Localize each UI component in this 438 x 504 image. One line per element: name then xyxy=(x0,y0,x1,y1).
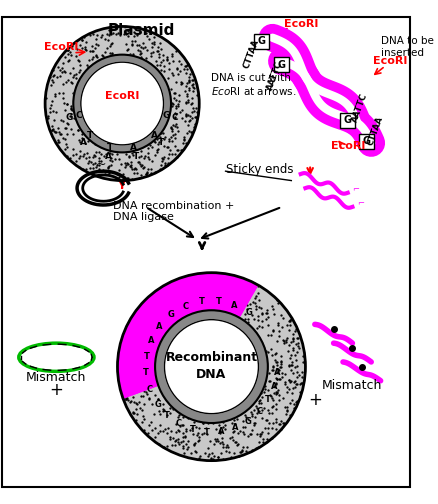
Text: EcoRI: EcoRI xyxy=(44,42,78,52)
Text: G: G xyxy=(154,400,161,409)
Text: T: T xyxy=(215,297,221,306)
Text: A: A xyxy=(271,382,277,391)
Text: DNA is cut with
$\it{Eco}$RI at arrows.: DNA is cut with $\it{Eco}$RI at arrows. xyxy=(212,73,297,97)
Text: ⌐: ⌐ xyxy=(353,186,360,195)
Text: G: G xyxy=(245,417,252,426)
Text: A: A xyxy=(231,300,238,309)
Text: A: A xyxy=(105,152,112,161)
Text: T: T xyxy=(204,428,210,437)
Text: Mismatch: Mismatch xyxy=(26,371,87,385)
Text: T: T xyxy=(87,131,93,140)
Text: T: T xyxy=(164,411,170,420)
Circle shape xyxy=(164,320,258,414)
Text: G: G xyxy=(257,36,265,46)
Text: DNA recombination +
DNA ligase: DNA recombination + DNA ligase xyxy=(113,201,234,222)
Text: Mismatch: Mismatch xyxy=(322,379,383,392)
Text: T: T xyxy=(143,368,149,377)
Text: T: T xyxy=(265,396,271,405)
Text: A: A xyxy=(148,336,154,345)
Text: G: G xyxy=(278,60,286,70)
Text: A: A xyxy=(80,138,87,147)
Text: A: A xyxy=(274,368,280,377)
Text: EcoRI: EcoRI xyxy=(105,91,139,101)
Text: C: C xyxy=(75,111,82,119)
Text: T: T xyxy=(107,143,113,152)
Text: C: C xyxy=(172,113,178,122)
Text: ⌐: ⌐ xyxy=(357,200,364,209)
Text: T: T xyxy=(158,138,164,147)
Text: T: T xyxy=(199,297,205,306)
Text: G: G xyxy=(246,308,253,317)
Text: EcoRI: EcoRI xyxy=(331,141,365,151)
Text: T: T xyxy=(190,425,195,434)
FancyBboxPatch shape xyxy=(340,113,355,128)
Text: EcoRI: EcoRI xyxy=(373,56,407,66)
Text: DNA: DNA xyxy=(196,368,226,381)
Text: Recombinant: Recombinant xyxy=(166,351,258,364)
Text: A: A xyxy=(131,143,138,152)
Text: G: G xyxy=(344,115,352,125)
Text: T: T xyxy=(133,152,139,161)
Text: C: C xyxy=(176,419,182,428)
Text: Plasmid: Plasmid xyxy=(107,23,175,38)
Text: G: G xyxy=(162,111,170,119)
Text: +: + xyxy=(49,381,64,399)
Circle shape xyxy=(81,62,163,145)
Text: Sticky ends: Sticky ends xyxy=(226,163,293,176)
Text: A: A xyxy=(156,322,163,331)
FancyBboxPatch shape xyxy=(275,57,290,73)
Text: +: + xyxy=(308,391,322,409)
Text: A: A xyxy=(151,131,158,140)
FancyBboxPatch shape xyxy=(254,34,269,49)
FancyBboxPatch shape xyxy=(359,134,374,149)
Text: C: C xyxy=(256,407,262,416)
Text: CTTAA: CTTAA xyxy=(242,38,261,70)
Text: AATTC: AATTC xyxy=(350,92,369,124)
Text: G: G xyxy=(363,136,371,146)
Text: ~: ~ xyxy=(95,157,106,170)
Text: G: G xyxy=(66,113,73,122)
Text: CTTAA: CTTAA xyxy=(367,115,385,147)
Text: ~: ~ xyxy=(101,199,111,212)
Text: A: A xyxy=(232,423,239,432)
Text: C: C xyxy=(183,301,189,310)
Text: EcoRI: EcoRI xyxy=(283,19,318,29)
Text: C: C xyxy=(147,385,153,394)
Text: AATTC: AATTC xyxy=(265,60,284,92)
Text: G: G xyxy=(168,310,175,319)
Text: DNA to be
inserted: DNA to be inserted xyxy=(381,36,434,58)
Text: A: A xyxy=(218,427,225,436)
Text: T: T xyxy=(144,352,149,361)
